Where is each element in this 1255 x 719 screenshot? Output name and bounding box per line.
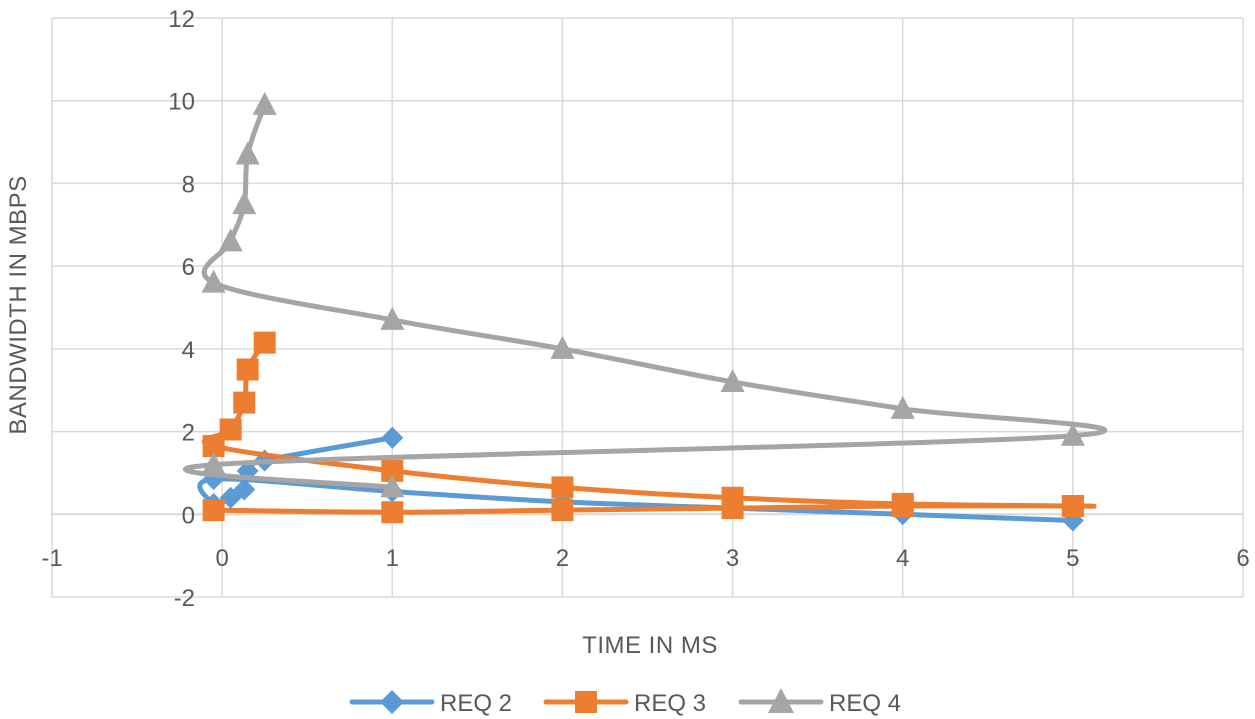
data-point-req-3 [551,476,574,499]
x-tick-label: 1 [386,545,399,572]
data-point-req-3 [253,331,276,354]
data-point-req-3 [1061,495,1084,518]
y-tick-label: -2 [174,585,195,612]
data-point-req-3 [381,501,404,524]
legend-marker-req-2 [380,690,404,714]
data-point-req-4 [252,91,277,115]
x-tick-label: 2 [556,545,569,572]
x-tick-label: 4 [896,545,909,572]
series-area [182,91,1108,532]
legend-marker-req-3 [575,691,597,713]
legend-label-req-2: REQ 2 [440,690,512,717]
y-tick-label: 0 [182,502,195,529]
legend-marker-req-4 [768,688,794,713]
data-point-req-4 [890,395,915,419]
legend-item-req-2: REQ 2 [349,690,512,717]
legend-item-req-3: REQ 3 [543,690,706,717]
data-point-req-4 [232,191,257,215]
data-point-req-3 [202,499,225,522]
x-tick-label: 0 [215,545,228,572]
data-point-req-4 [380,474,405,498]
data-point-req-4 [201,451,226,475]
data-point-req-3 [891,495,914,518]
series-line-req-4 [182,102,1108,490]
data-point-req-3 [551,499,574,522]
data-point-req-4 [201,269,226,293]
data-point-req-4 [218,228,243,252]
data-point-req-3 [233,391,256,414]
data-point-req-2 [1061,509,1084,532]
data-point-req-3 [219,418,242,441]
data-point-req-3 [202,435,225,458]
data-point-req-4 [380,306,405,330]
data-point-req-3 [721,497,744,520]
data-point-req-4 [1060,422,1085,446]
legend-item-req-4: REQ 4 [738,688,901,717]
y-tick-label: 12 [168,6,195,33]
legend: REQ 2 REQ 3 REQ 4 [349,688,901,717]
x-axis-title: TIME IN MS [582,632,718,659]
x-tick-label: -1 [41,545,62,572]
y-tick-label: 6 [182,254,195,281]
y-tick-label: 4 [182,337,195,364]
data-point-req-2 [381,426,404,449]
y-tick-label: 8 [182,171,195,198]
legend-label-req-3: REQ 3 [634,690,706,717]
series-req-4 [182,91,1108,498]
y-tick-label: 2 [182,420,195,447]
legend-label-req-4: REQ 4 [829,690,901,717]
data-point-req-4 [235,141,260,165]
y-tick-label: 10 [168,89,195,116]
data-point-req-4 [550,335,575,359]
x-tick-label: 5 [1066,545,1079,572]
data-point-req-3 [236,358,259,381]
data-point-req-4 [720,368,745,392]
series-req-3 [201,331,1097,524]
y-axis-title: BANDWIDTH IN MBPS [5,175,32,434]
x-tick-label: 3 [726,545,739,572]
x-tick-label: 6 [1236,545,1249,572]
data-point-req-3 [381,459,404,482]
data-point-req-2 [219,486,242,509]
